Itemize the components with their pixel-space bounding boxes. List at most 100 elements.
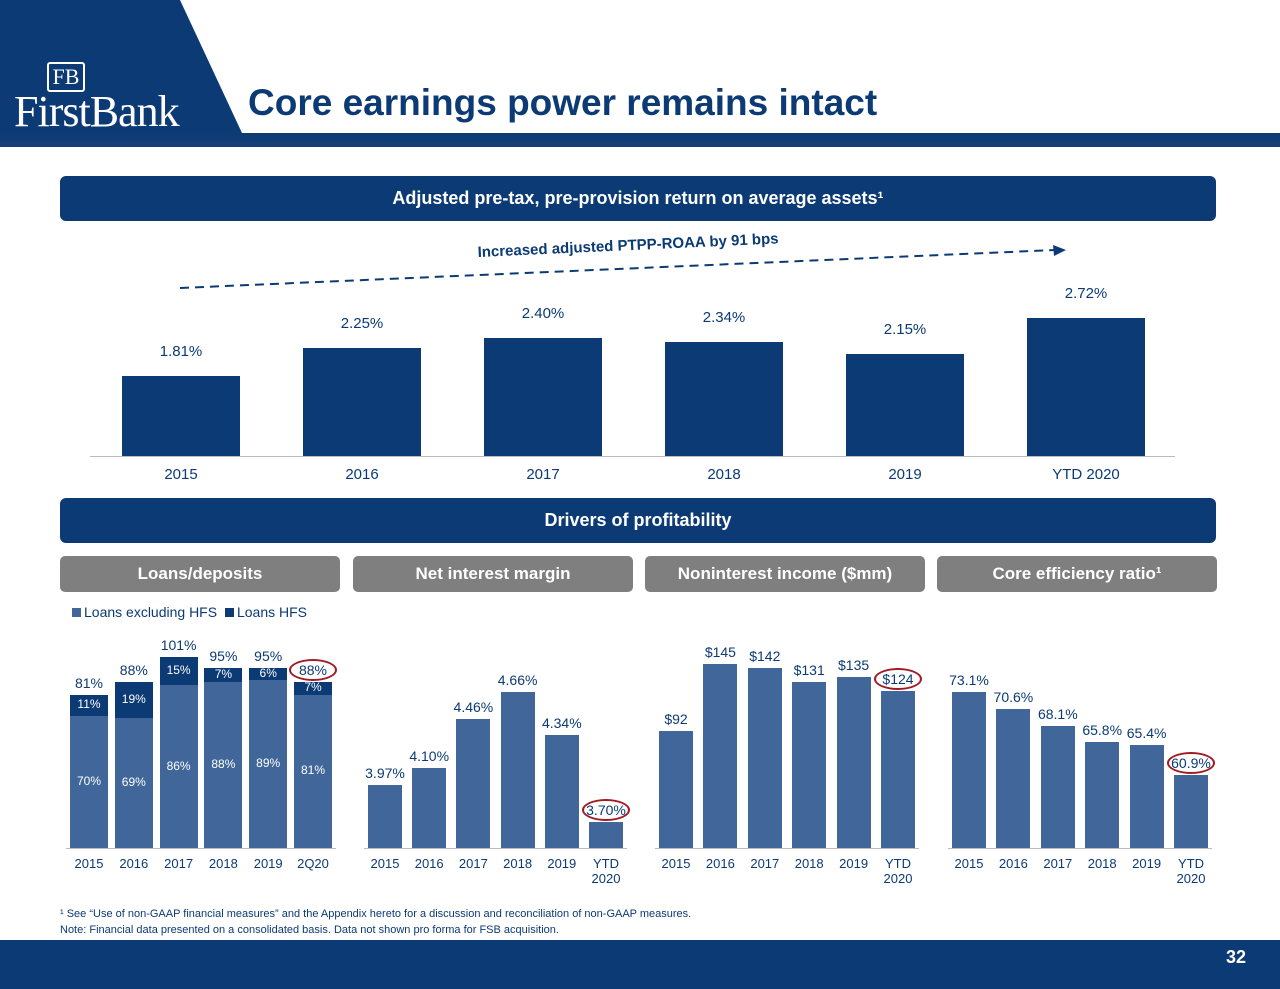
legend-label: Loans excluding HFS [84, 604, 218, 620]
x-tick-label: 2018 [794, 856, 824, 871]
legend: Loans excluding HFS Loans HFS [72, 604, 307, 620]
bar [836, 676, 871, 848]
segment-label: 86% [166, 758, 191, 773]
x-tick-label: 2Q20 [297, 856, 329, 871]
subheader-efficiency: Core efficiency ratio¹ [937, 556, 1217, 592]
highlight-ring [582, 799, 630, 821]
legend-swatch [224, 608, 234, 617]
bar-loans-hfs [204, 668, 243, 682]
bar [484, 338, 602, 456]
trend-arrow [179, 245, 1066, 289]
bar-loans-excl-hfs [204, 681, 243, 848]
bar [846, 354, 964, 456]
highlight-ring [874, 667, 922, 690]
chart-baseline [118, 456, 1149, 457]
bar [303, 347, 421, 456]
data-label: 4.66% [497, 672, 538, 689]
subheader-noninterest-income: Noninterest income ($mm) [645, 556, 925, 592]
x-tick-label: YTD 2020 [591, 856, 621, 886]
segment-label: 19% [121, 691, 146, 706]
bar-loans-excl-hfs [159, 685, 198, 848]
segment-label: 6% [259, 666, 277, 681]
data-label: 4.34% [541, 715, 582, 732]
bar [1129, 744, 1164, 848]
chart-baseline [364, 848, 627, 849]
bar [500, 692, 535, 848]
bar [792, 681, 827, 848]
x-tick-label: 2015 [164, 466, 198, 483]
x-tick-label: 2019 [1132, 856, 1162, 871]
footnote: ¹ See “Use of non-GAAP financial measure… [60, 908, 692, 920]
logo: FirstBank [14, 87, 180, 136]
chart-baseline [948, 848, 1212, 849]
x-tick-label: 2019 [253, 856, 283, 871]
x-tick-label: YTD 2020 [1176, 856, 1206, 886]
bar-loans-hfs [159, 657, 198, 686]
footnote-note: Note: Financial data presented on a cons… [60, 924, 559, 936]
bar [1174, 775, 1208, 848]
data-label: 4.46% [453, 699, 494, 716]
data-label: 68.1% [1037, 706, 1078, 723]
data-label: 95% [254, 648, 283, 665]
data-label: 81% [74, 674, 104, 691]
legend-swatch [72, 608, 81, 617]
drivers-banner: Drivers of profitability [60, 498, 1216, 543]
x-tick-label: YTD 2020 [883, 856, 913, 886]
segment-label: 15% [166, 663, 191, 678]
bar [544, 735, 579, 848]
segment-label: 89% [256, 755, 281, 770]
bar-loans-hfs [294, 681, 332, 695]
x-tick-label: 2015 [661, 856, 691, 871]
bar [952, 692, 986, 848]
bar-loans-excl-hfs [70, 715, 108, 848]
bar-loans-excl-hfs [114, 717, 153, 848]
chart-baseline [655, 848, 919, 849]
data-label: $142 [749, 647, 781, 664]
x-tick-label: 2018 [503, 856, 533, 871]
x-tick-label: 2016 [119, 856, 149, 871]
x-tick-label: 2019 [839, 856, 869, 871]
x-tick-label: 2017 [164, 856, 194, 871]
bar [996, 709, 1031, 848]
bar [747, 667, 782, 848]
data-label: 95% [209, 648, 238, 665]
page-number: 32 [1225, 947, 1246, 967]
data-label: 73.1% [949, 672, 989, 689]
legend-label: Loans HFS [236, 604, 308, 620]
x-tick-label: 2018 [1087, 856, 1117, 871]
x-tick-label: 2016 [705, 856, 735, 871]
bar [1027, 317, 1145, 456]
data-label: 2.34% [702, 309, 746, 327]
segment-label: 70% [76, 773, 102, 788]
segment-label: 11% [77, 697, 101, 712]
chart-baseline [66, 848, 336, 849]
x-tick-label: 2019 [547, 856, 577, 871]
data-label: 65.8% [1082, 721, 1123, 738]
data-label: 88% [119, 661, 148, 678]
x-tick-label: 2016 [998, 856, 1028, 871]
x-tick-label: 2017 [526, 466, 560, 483]
data-label: $92 [664, 711, 688, 728]
x-tick-label: 2017 [750, 856, 780, 871]
bar [589, 822, 623, 848]
bar-loans-excl-hfs [294, 694, 332, 848]
segment-label: 88% [211, 756, 236, 771]
data-label: 2.40% [521, 305, 565, 323]
bar [1040, 726, 1075, 848]
footer-band [0, 940, 1280, 989]
segment-label: 7% [214, 667, 233, 682]
bar [412, 767, 447, 848]
subheader-nim: Net interest margin [353, 556, 633, 592]
x-tick-label: 2019 [888, 466, 922, 483]
page-title: Core earnings power remains intact [248, 82, 878, 123]
bar [456, 719, 491, 848]
data-label: 65.4% [1126, 724, 1167, 741]
data-label: 1.81% [159, 342, 203, 360]
logo-monogram: FB [47, 62, 85, 92]
data-label: 2.72% [1064, 284, 1108, 302]
x-tick-label: 2018 [707, 466, 741, 483]
x-tick-label: 2015 [370, 856, 400, 871]
segment-label: 81% [300, 763, 326, 778]
chart-banner-ptpp: Adjusted pre-tax, pre-provision return o… [60, 176, 1216, 221]
bar [665, 342, 783, 456]
